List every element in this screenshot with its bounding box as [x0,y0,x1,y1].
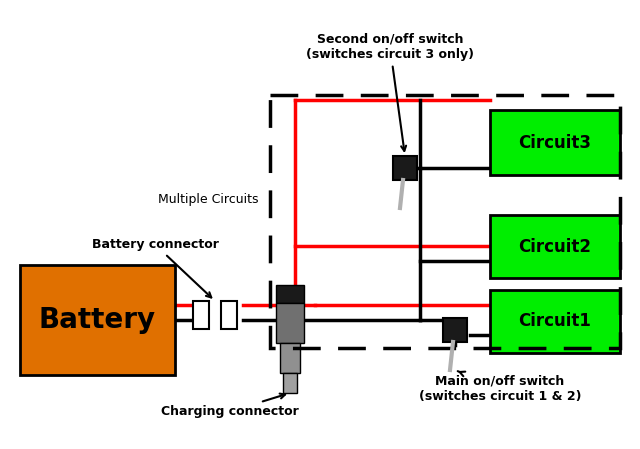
Bar [221,301,237,329]
Text: Circuit2: Circuit2 [518,238,591,255]
Bar [270,95,620,348]
Bar [393,156,417,180]
Bar [20,265,175,375]
Text: Battery connector: Battery connector [92,238,218,298]
Bar [193,301,209,329]
Bar [280,343,300,373]
Bar [283,373,297,393]
Text: Circuit1: Circuit1 [518,313,591,330]
Text: Charging connector: Charging connector [161,394,299,418]
Text: Main on/off switch
(switches circuit 1 & 2): Main on/off switch (switches circuit 1 &… [419,371,581,403]
Text: Battery: Battery [39,306,156,334]
Bar [490,215,620,278]
Bar [276,303,304,343]
Text: Circuit3: Circuit3 [518,133,591,151]
Bar [490,110,620,175]
Text: Multiple Circuits: Multiple Circuits [158,194,259,207]
Text: Second on/off switch
(switches circuit 3 only): Second on/off switch (switches circuit 3… [306,33,474,151]
Bar [276,285,304,303]
Bar [443,318,467,342]
Bar [490,290,620,353]
